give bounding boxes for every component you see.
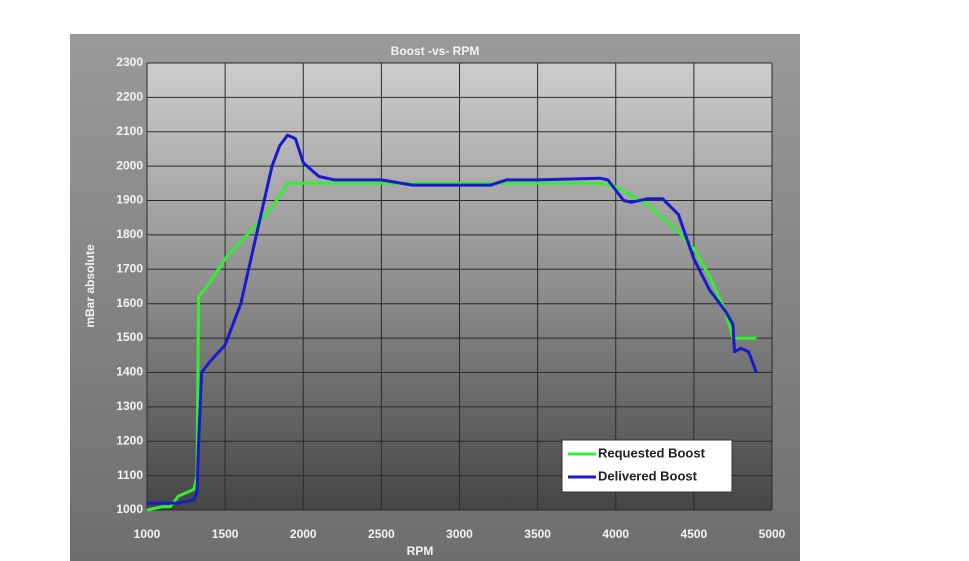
y-tick-label: 1300 [116,399,143,413]
x-tick-label: 3500 [524,527,551,541]
y-tick-label: 2300 [116,55,143,69]
y-tick-label: 1800 [116,227,143,241]
y-tick-label: 1900 [116,193,143,207]
y-tick-label: 2200 [116,90,143,104]
y-tick-label: 1600 [116,296,143,310]
x-tick-label: 2000 [290,527,317,541]
x-tick-label: 4000 [602,527,629,541]
y-tick-label: 1400 [116,365,143,379]
x-axis-label: RPM [407,544,434,558]
x-tick-label: 4500 [681,527,708,541]
y-tick-label: 1000 [116,502,143,516]
y-axis-label: mBar absolute [83,244,97,328]
series-line [147,133,758,505]
y-tick-label: 2000 [116,158,143,172]
y-tick-label: 2100 [116,124,143,138]
legend-box [561,439,733,493]
legend: Requested Boost Delivered Boost [561,439,733,493]
x-tick-label: 5000 [759,527,786,541]
legend-label: Requested Boost [598,445,706,460]
x-tick-label: 3000 [446,527,473,541]
y-tick-label: 1500 [116,330,143,344]
y-tick-label: 1100 [117,468,143,482]
x-tick-label: 1000 [134,527,161,541]
y-tick-label: 1200 [116,433,143,447]
y-tick-label: 1700 [116,261,143,275]
x-tick-label: 1500 [212,527,239,541]
legend-label: Delivered Boost [598,468,698,483]
chart-title: Boost -vs- RPM [391,44,480,58]
x-tick-label: 2500 [368,527,395,541]
